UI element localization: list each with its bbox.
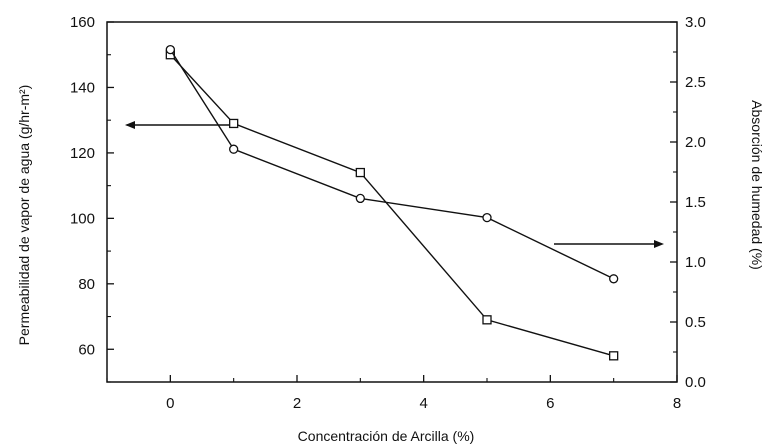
data-point-circle <box>355 193 365 204</box>
series-line-square <box>169 54 614 357</box>
y-left-tick-label: 60 <box>78 341 95 358</box>
y-right-tick-label: 1.0 <box>685 254 706 271</box>
plot-frame <box>106 21 678 383</box>
y-right-tick-label: 0.0 <box>685 374 706 391</box>
x-tick-label: 8 <box>673 395 681 412</box>
y-right-tick-label: 1.5 <box>685 194 706 211</box>
x-tick-label: 4 <box>419 395 427 412</box>
arrow-right-head <box>654 240 664 248</box>
x-axis-title: Concentración de Arcilla (%) <box>298 428 475 444</box>
data-point-circle <box>229 144 239 154</box>
x-tick-label: 2 <box>293 395 301 412</box>
data-point-square <box>482 315 492 325</box>
x-tick-label: 6 <box>546 395 554 412</box>
y-right-tick-label: 2.0 <box>685 134 706 151</box>
y-left-tick-label: 120 <box>70 145 95 162</box>
y-left-tick-label: 80 <box>78 276 95 293</box>
y-right-tick-label: 2.5 <box>685 74 706 91</box>
data-point-circle <box>609 274 619 284</box>
y-left-axis-title: Permeabilidad de vapor de agua (g/hr-m²) <box>16 85 32 346</box>
series-line-circle <box>169 49 614 280</box>
y-right-tick-label: 3.0 <box>685 14 706 31</box>
y-left-tick-label: 100 <box>70 210 95 227</box>
y-left-tick-label: 140 <box>70 79 95 96</box>
data-point-square <box>229 118 239 129</box>
data-point-square <box>355 167 365 178</box>
arrow-left-head <box>125 121 135 129</box>
y-right-tick-label: 0.5 <box>685 314 706 331</box>
x-tick-label: 0 <box>166 395 174 412</box>
data-point-square <box>609 351 619 361</box>
y-left-tick-label: 160 <box>70 14 95 31</box>
data-point-circle <box>165 44 175 55</box>
y-right-axis-title: Absorción de humedad (%) <box>749 100 765 270</box>
data-point-circle <box>482 212 492 223</box>
